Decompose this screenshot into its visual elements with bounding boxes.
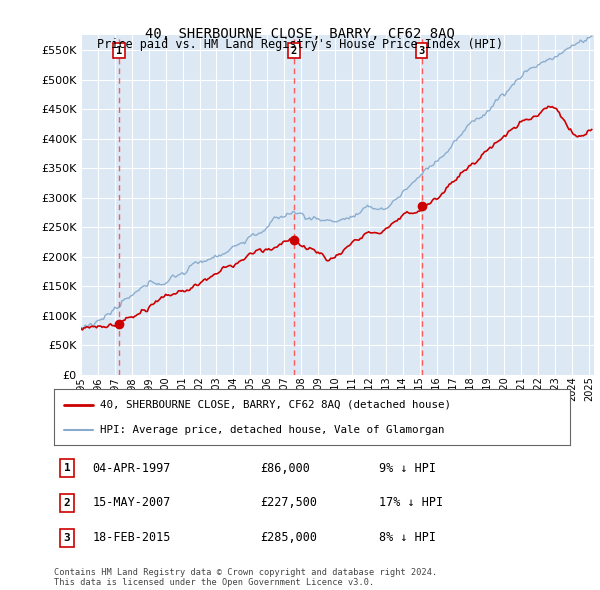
Text: 8% ↓ HPI: 8% ↓ HPI	[379, 532, 436, 545]
Text: Contains HM Land Registry data © Crown copyright and database right 2024.
This d: Contains HM Land Registry data © Crown c…	[54, 568, 437, 587]
Text: HPI: Average price, detached house, Vale of Glamorgan: HPI: Average price, detached house, Vale…	[100, 425, 445, 435]
Text: £227,500: £227,500	[260, 496, 317, 510]
Text: 18-FEB-2015: 18-FEB-2015	[92, 532, 171, 545]
Text: £86,000: £86,000	[260, 461, 310, 474]
Text: 17% ↓ HPI: 17% ↓ HPI	[379, 496, 443, 510]
Text: 1: 1	[116, 45, 122, 55]
Text: Price paid vs. HM Land Registry's House Price Index (HPI): Price paid vs. HM Land Registry's House …	[97, 38, 503, 51]
Text: 40, SHERBOURNE CLOSE, BARRY, CF62 8AQ (detached house): 40, SHERBOURNE CLOSE, BARRY, CF62 8AQ (d…	[100, 399, 451, 409]
Text: 2: 2	[64, 498, 70, 508]
Text: £285,000: £285,000	[260, 532, 317, 545]
Text: 3: 3	[419, 45, 425, 55]
Text: 1: 1	[64, 463, 70, 473]
Text: 04-APR-1997: 04-APR-1997	[92, 461, 171, 474]
Text: 9% ↓ HPI: 9% ↓ HPI	[379, 461, 436, 474]
Text: 2: 2	[291, 45, 297, 55]
Text: 40, SHERBOURNE CLOSE, BARRY, CF62 8AQ: 40, SHERBOURNE CLOSE, BARRY, CF62 8AQ	[145, 27, 455, 41]
Text: 15-MAY-2007: 15-MAY-2007	[92, 496, 171, 510]
Text: 3: 3	[64, 533, 70, 543]
